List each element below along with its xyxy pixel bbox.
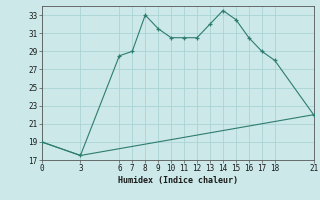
X-axis label: Humidex (Indice chaleur): Humidex (Indice chaleur) xyxy=(118,176,237,185)
